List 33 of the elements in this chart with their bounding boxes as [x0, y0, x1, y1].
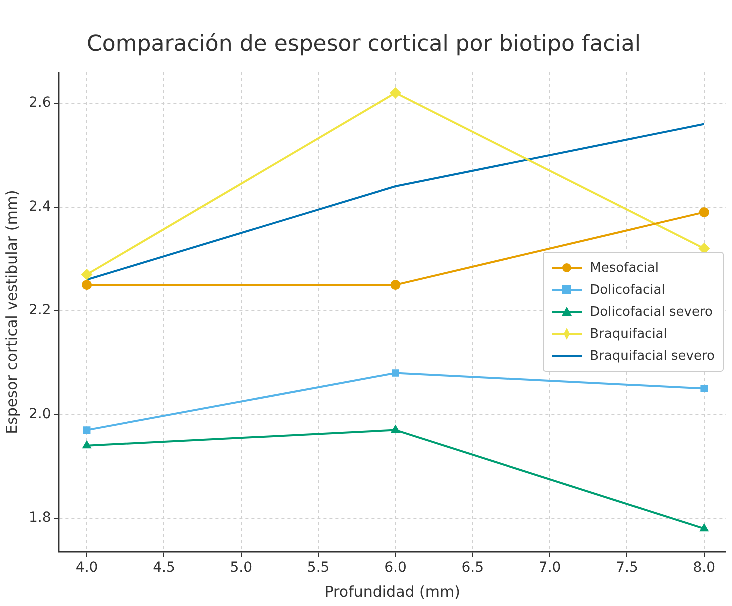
y-tick-label: 2.4: [29, 198, 52, 215]
legend-label: Braquifacial severo: [590, 348, 715, 364]
x-tick-label: 4.5: [153, 560, 176, 576]
legend-label: Braquifacial: [590, 326, 668, 342]
point: [699, 207, 710, 218]
x-tick-label: 7.0: [538, 560, 562, 576]
x-tick-label: 4.0: [76, 560, 98, 576]
legend-label: Dolicofacial: [590, 282, 666, 298]
point: [391, 425, 400, 434]
point: [82, 440, 92, 449]
x-axis-title: Profundidad (mm): [324, 582, 460, 601]
point: [700, 524, 709, 532]
y-tick-label: 2.2: [29, 302, 52, 319]
point: [390, 88, 402, 99]
point: [82, 280, 92, 290]
point: [392, 370, 400, 377]
point: [390, 280, 401, 290]
x-tick-label: 6.0: [384, 560, 407, 576]
x-tick-label: 7.5: [616, 560, 638, 576]
y-tick-label: 2.0: [29, 406, 52, 422]
y-axis-title: Espesor cortical vestibular (mm): [2, 190, 21, 434]
point: [83, 426, 91, 434]
chart-title: Comparación de espesor cortical por biotipo facial: [87, 32, 641, 57]
x-tick-label: 8.0: [693, 560, 716, 576]
x-tick-label: 6.5: [462, 560, 484, 576]
legend-label: Mesofacial: [590, 260, 659, 276]
x-tick-label: 5.0: [230, 560, 253, 576]
legend-label: Dolicofacial severo: [590, 304, 713, 320]
y-tick-label: 1.8: [29, 510, 52, 526]
point: [82, 269, 93, 280]
y-tick-label: 2.6: [29, 95, 52, 112]
point: [700, 385, 708, 392]
x-tick-label: 5.5: [307, 560, 330, 576]
